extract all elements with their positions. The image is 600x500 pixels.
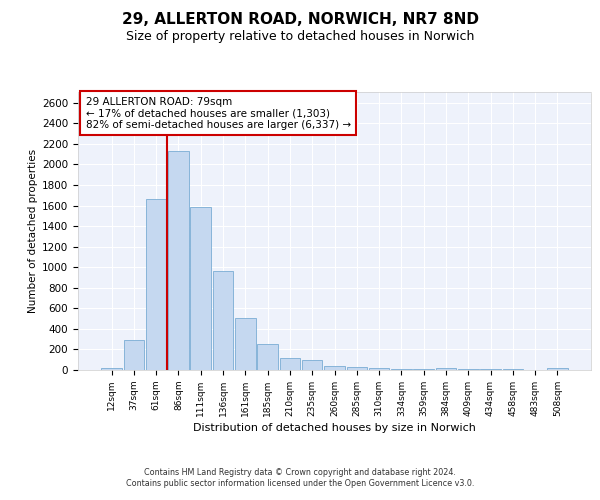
Bar [547, 368, 568, 370]
Bar [190, 206, 211, 370]
Text: Size of property relative to detached houses in Norwich: Size of property relative to detached ho… [126, 30, 474, 43]
Bar [280, 358, 300, 370]
Bar [101, 368, 122, 370]
Y-axis label: Number of detached properties: Number of detached properties [28, 149, 38, 314]
X-axis label: Distribution of detached houses by size in Norwich: Distribution of detached houses by size … [193, 423, 476, 433]
Bar [257, 344, 278, 370]
Bar [168, 151, 189, 370]
Bar [347, 368, 367, 370]
Bar [391, 369, 412, 370]
Bar [458, 369, 479, 370]
Text: Contains HM Land Registry data © Crown copyright and database right 2024.
Contai: Contains HM Land Registry data © Crown c… [126, 468, 474, 487]
Bar [302, 360, 322, 370]
Bar [213, 272, 233, 370]
Bar [369, 368, 389, 370]
Bar [124, 340, 144, 370]
Bar [436, 368, 456, 370]
Bar [235, 318, 256, 370]
Bar [146, 200, 166, 370]
Text: 29 ALLERTON ROAD: 79sqm
← 17% of detached houses are smaller (1,303)
82% of semi: 29 ALLERTON ROAD: 79sqm ← 17% of detache… [86, 96, 351, 130]
Text: 29, ALLERTON ROAD, NORWICH, NR7 8ND: 29, ALLERTON ROAD, NORWICH, NR7 8ND [121, 12, 479, 28]
Bar [324, 366, 345, 370]
